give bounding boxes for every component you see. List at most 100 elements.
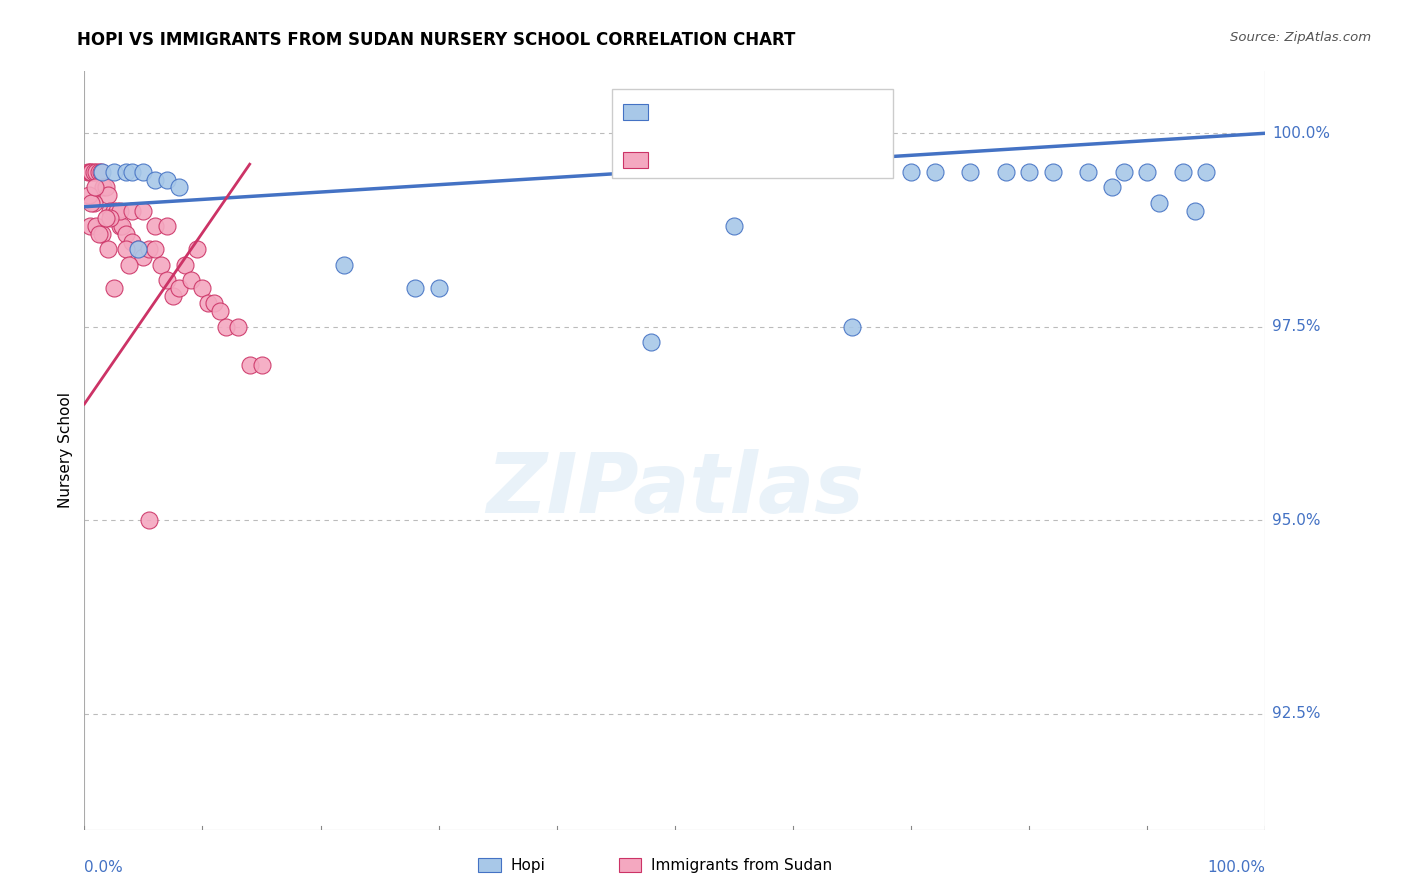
Text: N = 29: N = 29 [765,105,823,120]
Point [156,172,179,186]
Point [111,219,134,233]
Point [77,188,100,202]
Text: Source: ZipAtlas.com: Source: ZipAtlas.com [1230,31,1371,45]
Point [98,211,121,226]
Point [97,188,120,202]
Point [138,513,160,527]
Point [1112,165,1135,179]
Point [127,242,149,256]
Y-axis label: Nursery School: Nursery School [58,392,73,508]
Point [167,180,190,194]
Point [1184,203,1206,218]
Point [84,180,107,194]
Point [121,165,143,179]
Point [427,281,450,295]
Text: 92.5%: 92.5% [1272,706,1320,721]
Point [640,335,662,350]
Point [1171,165,1194,179]
Point [150,258,173,272]
Point [127,242,149,256]
Point [83,195,105,210]
Point [87,165,110,179]
Point [138,242,160,256]
Point [143,219,166,233]
Point [209,304,232,318]
Point [80,165,103,179]
Point [114,165,136,179]
Point [84,219,107,233]
Point [121,235,143,249]
Point [1195,165,1218,179]
Point [167,281,190,295]
Point [143,242,166,256]
Point [333,258,356,272]
Point [91,180,114,194]
Point [239,359,262,373]
Point [121,203,143,218]
Point [723,219,745,233]
Point [1147,195,1170,210]
Text: 95.0%: 95.0% [1272,513,1320,527]
Point [197,296,219,310]
Point [173,258,195,272]
Point [103,165,125,179]
Point [186,242,208,256]
Point [132,165,155,179]
Text: R = 0.337: R = 0.337 [659,153,737,167]
Point [84,165,107,179]
Point [924,165,946,179]
Point [114,242,136,256]
Point [900,165,922,179]
Point [143,172,166,186]
Point [90,165,112,179]
Point [180,273,202,287]
Point [404,281,426,295]
Point [202,296,225,310]
Point [79,165,101,179]
Text: ZIPatlas: ZIPatlas [486,449,863,530]
Text: 0.0%: 0.0% [84,860,124,875]
Point [97,242,120,256]
Point [215,319,238,334]
Point [959,165,981,179]
Point [94,180,117,194]
Point [87,227,110,241]
Text: 100.0%: 100.0% [1272,126,1330,141]
Point [226,319,249,334]
Point [132,250,155,264]
Point [132,203,155,218]
Point [79,219,101,233]
Text: HOPI VS IMMIGRANTS FROM SUDAN NURSERY SCHOOL CORRELATION CHART: HOPI VS IMMIGRANTS FROM SUDAN NURSERY SC… [77,31,796,49]
Point [1077,165,1099,179]
Point [841,319,863,334]
Point [83,165,105,179]
Text: 97.5%: 97.5% [1272,319,1320,334]
Point [250,359,273,373]
Point [191,281,214,295]
Point [103,203,125,218]
Text: 100.0%: 100.0% [1208,860,1265,875]
Point [1042,165,1064,179]
Text: Immigrants from Sudan: Immigrants from Sudan [651,858,832,872]
Point [162,289,184,303]
Text: Hopi: Hopi [510,858,546,872]
Point [114,227,136,241]
Point [103,281,125,295]
Point [1018,165,1040,179]
Text: N = 56: N = 56 [765,153,823,167]
Point [1136,165,1159,179]
Point [94,211,117,226]
Point [91,165,114,179]
Point [118,258,141,272]
Point [994,165,1017,179]
Point [108,219,131,233]
Point [107,203,129,218]
Point [77,165,100,179]
Point [1101,180,1123,194]
Point [80,195,103,210]
Point [91,227,114,241]
Point [156,219,179,233]
Point [108,203,131,218]
Text: R = 0.392: R = 0.392 [659,105,737,120]
Point [98,203,121,218]
